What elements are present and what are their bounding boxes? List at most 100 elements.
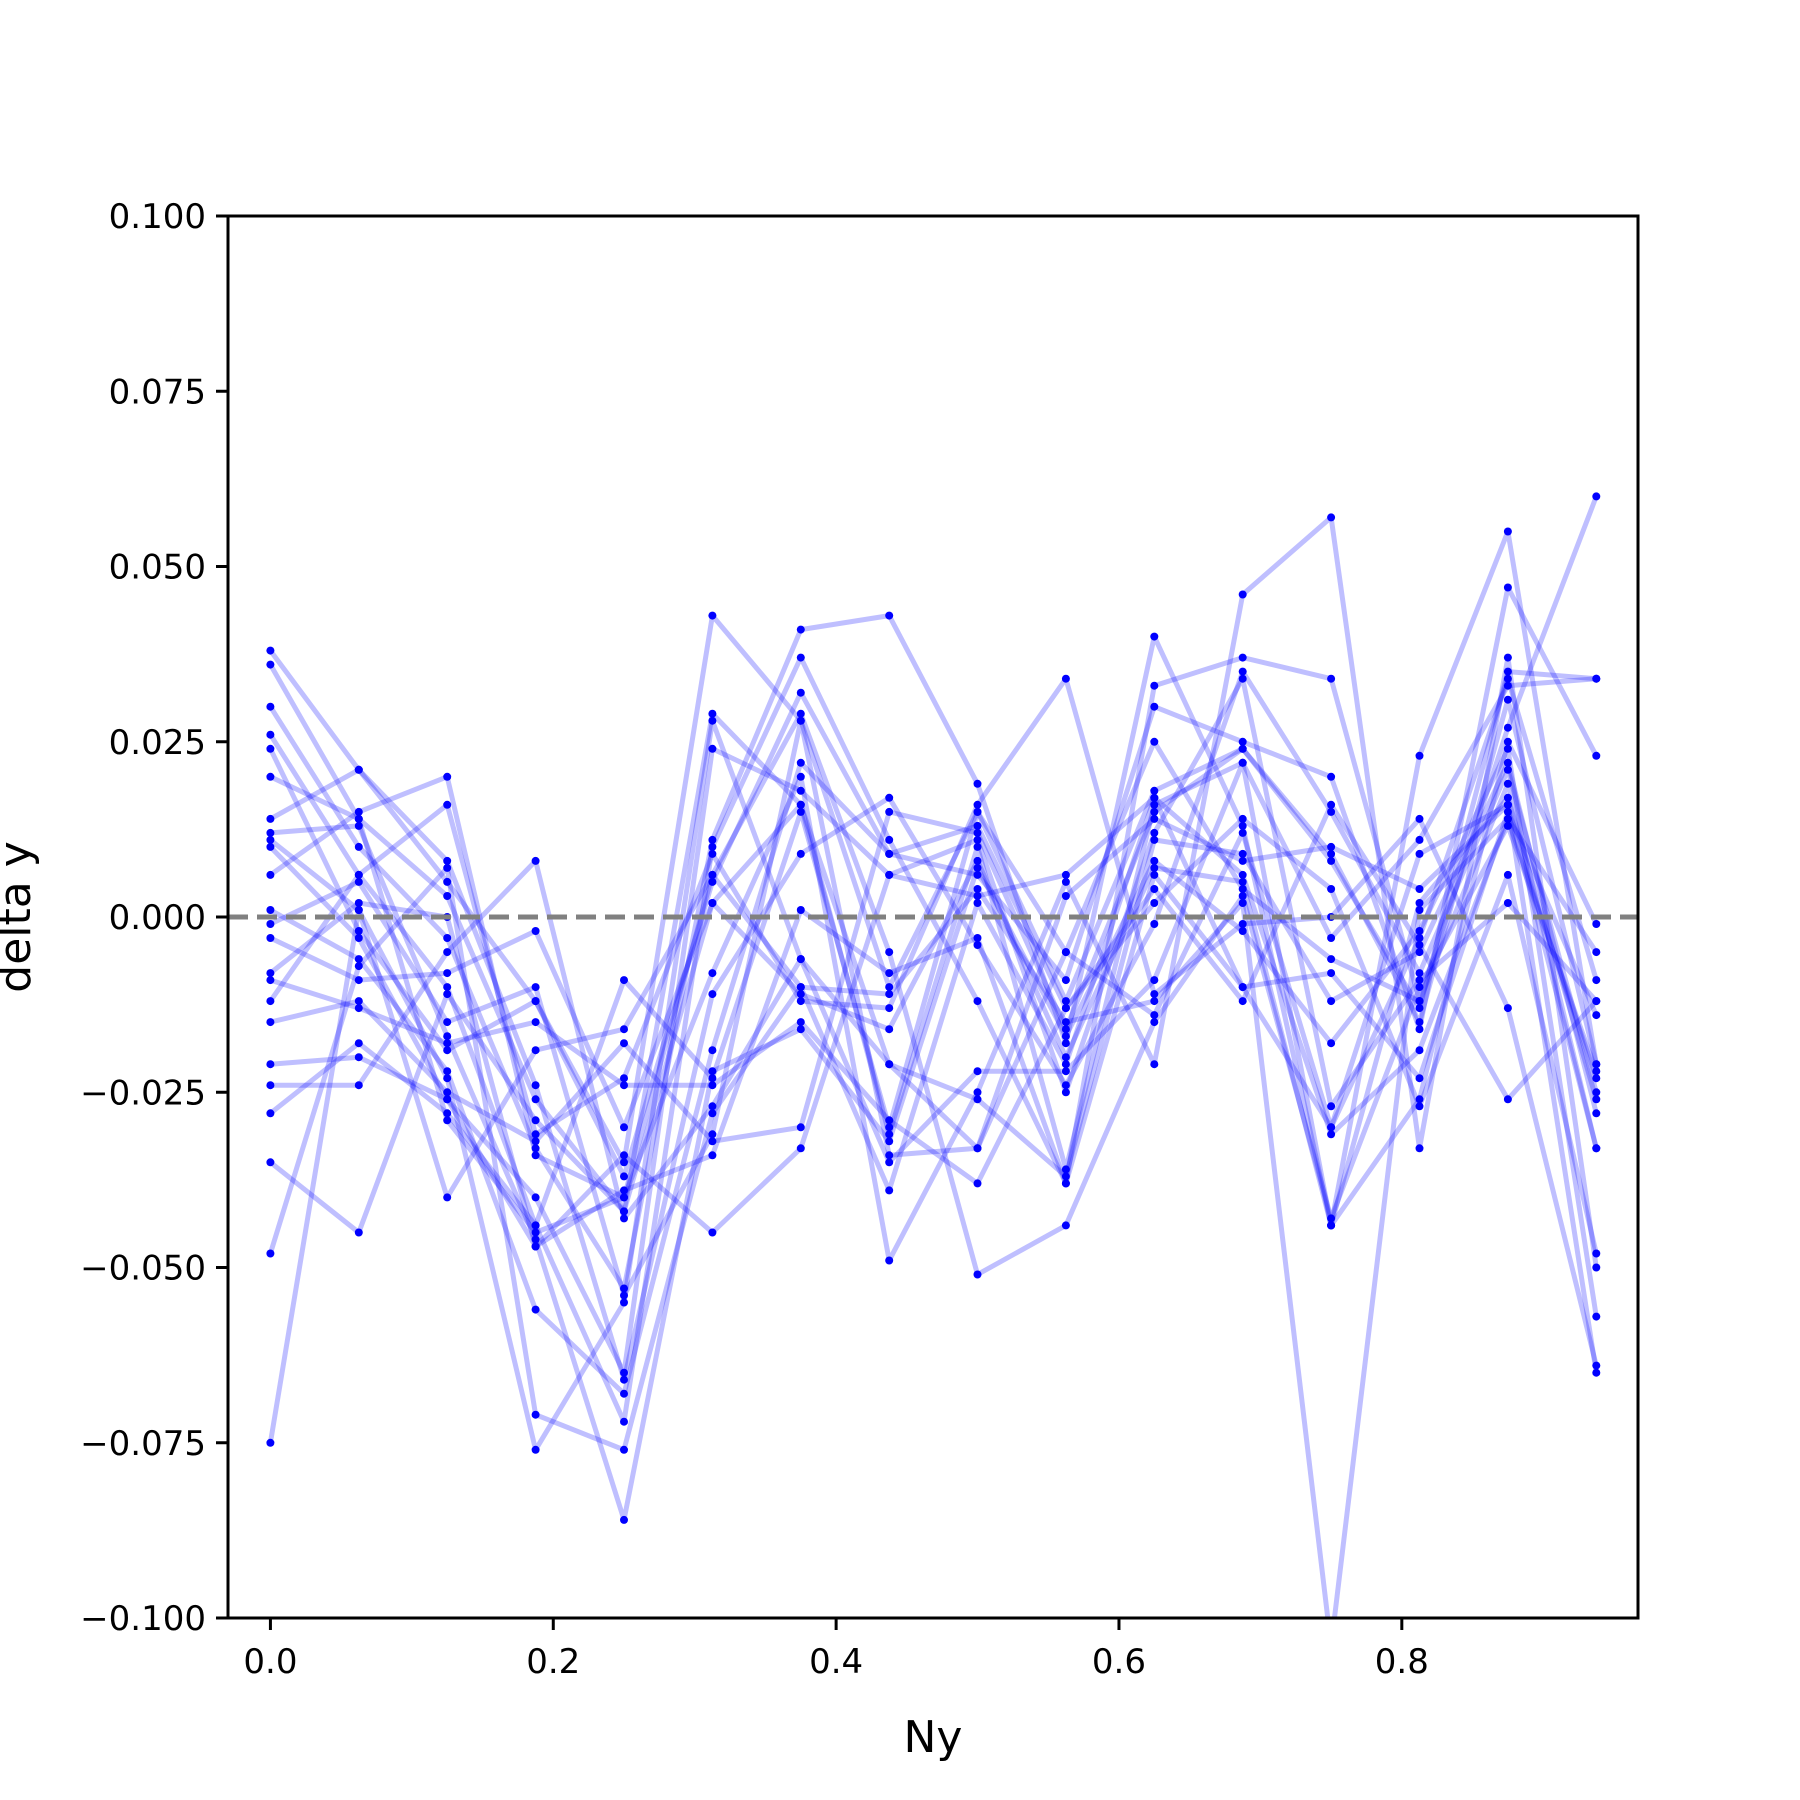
data-point	[708, 870, 717, 879]
data-point	[1061, 1081, 1070, 1090]
data-point	[1061, 1088, 1070, 1097]
data-point	[1592, 1312, 1601, 1321]
data-point	[531, 1144, 540, 1153]
x-tick-label: 0.2	[526, 1642, 580, 1682]
data-point	[796, 807, 805, 816]
data-point	[1503, 870, 1512, 879]
y-axis-ticks: −0.100 −0.075 −0.050 −0.025 0.000 0.025 0.050 0…	[80, 197, 228, 1639]
data-point	[1592, 948, 1601, 957]
data-point	[973, 1144, 982, 1153]
data-point	[1061, 1165, 1070, 1174]
data-point	[531, 1130, 540, 1139]
data-point	[1238, 674, 1247, 683]
data-point	[1415, 983, 1424, 992]
data-point	[443, 892, 452, 900]
data-point	[1150, 800, 1159, 809]
data-point	[973, 1067, 982, 1076]
data-point	[708, 1151, 717, 1160]
data-point	[1238, 744, 1247, 753]
data-point	[1503, 674, 1512, 683]
data-point	[1415, 899, 1424, 907]
data-point	[973, 941, 982, 949]
data-point	[266, 976, 275, 985]
data-point	[708, 990, 717, 999]
data-point	[1503, 527, 1512, 536]
data-point	[973, 807, 982, 816]
data-point	[973, 863, 982, 872]
data-point	[708, 709, 717, 718]
series-line-12	[269, 760, 1599, 1397]
data-point	[266, 1060, 275, 1069]
data-point	[1327, 856, 1336, 865]
data-point	[531, 1228, 540, 1237]
series-line-21	[268, 739, 1599, 1228]
data-point	[1150, 856, 1159, 865]
data-point	[620, 1123, 628, 1132]
data-point	[1061, 892, 1070, 900]
data-point	[973, 1179, 982, 1188]
data-point	[1061, 1039, 1070, 1048]
data-point	[1238, 997, 1247, 1006]
x-tick-label: 0.8	[1375, 1642, 1429, 1682]
data-point	[531, 856, 540, 865]
data-point	[1415, 849, 1424, 858]
data-point	[1150, 863, 1159, 872]
series-line-19	[270, 795, 1599, 1249]
data-point	[1592, 1074, 1601, 1083]
data-point	[266, 835, 275, 844]
series-line-11	[268, 711, 1599, 1277]
x-axis-ticks: 0.0 0.2 0.4 0.6 0.8	[243, 1618, 1429, 1682]
data-point	[620, 1368, 628, 1377]
data-point	[1592, 1368, 1601, 1377]
data-point	[354, 1081, 363, 1090]
data-point	[1503, 723, 1512, 732]
data-point	[708, 969, 717, 978]
data-point	[354, 1228, 363, 1237]
data-point	[354, 955, 363, 964]
data-point	[796, 990, 805, 999]
data-point	[531, 1018, 540, 1027]
data-point	[354, 1039, 363, 1048]
data-point	[1150, 835, 1159, 844]
series-line-13	[269, 676, 1599, 1298]
data-point	[1238, 849, 1247, 858]
data-point	[443, 990, 452, 999]
data-point	[1238, 885, 1247, 893]
data-point	[1415, 1004, 1424, 1013]
data-point	[1061, 1172, 1070, 1181]
data-point	[1327, 800, 1336, 809]
data-point	[620, 1515, 628, 1524]
data-point	[1503, 653, 1512, 662]
x-tick-label: 0.6	[1092, 1642, 1146, 1682]
data-point	[266, 772, 275, 781]
data-point	[1327, 1221, 1336, 1230]
data-point	[885, 990, 894, 999]
data-point	[1238, 758, 1247, 767]
data-point	[1061, 1053, 1070, 1062]
data-point	[443, 969, 452, 978]
data-point	[1150, 990, 1159, 999]
data-point	[1061, 1018, 1070, 1027]
data-point	[1592, 1067, 1601, 1076]
data-point	[1150, 814, 1159, 823]
data-point	[1150, 702, 1159, 711]
data-point	[1592, 1263, 1601, 1272]
data-point	[796, 1144, 805, 1153]
series-line-14	[269, 739, 1599, 1228]
data-point	[354, 765, 363, 774]
data-point	[885, 1256, 894, 1265]
data-point	[266, 969, 275, 978]
data-point	[1415, 906, 1424, 914]
data-point	[796, 1018, 805, 1027]
data-point	[1327, 1123, 1336, 1132]
data-point	[1150, 828, 1159, 837]
data-point	[1238, 983, 1247, 992]
series-line-5	[268, 585, 1599, 1179]
data-point	[1415, 948, 1424, 957]
data-point	[354, 877, 363, 886]
data-point	[620, 1389, 628, 1398]
series-layer	[266, 492, 1601, 1618]
data-point	[1327, 955, 1336, 964]
data-point	[1061, 1067, 1070, 1076]
